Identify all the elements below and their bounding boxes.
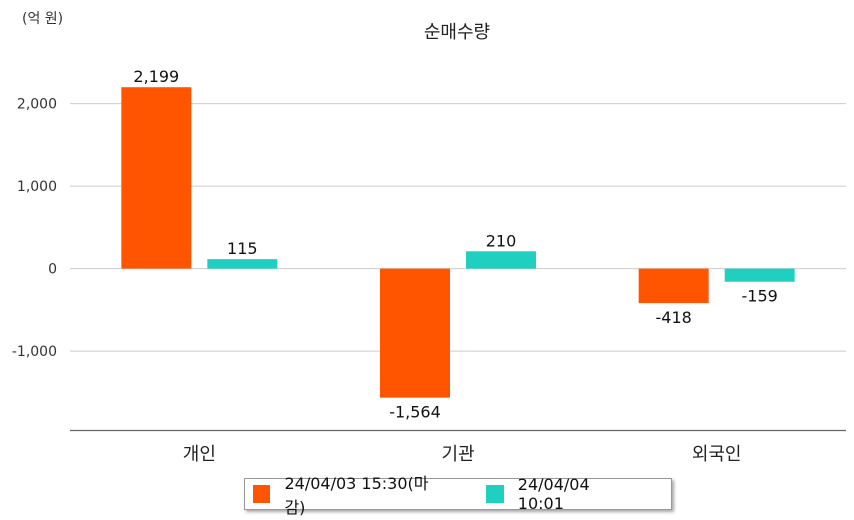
y-axis: 2,000 1,000 0 -1,000: [12, 97, 57, 361]
legend-label-series-1: 24/04/03 15:30(마감): [284, 474, 429, 517]
legend-item-series-1[interactable]: 24/04/03 15:30(마감): [253, 470, 444, 518]
data-label: -418: [656, 308, 692, 327]
bar-2-3: [724, 268, 795, 282]
x-axis: 개인 기관 외국인: [70, 429, 846, 465]
legend: 24/04/03 15:30(마감) 24/04/04 10:01: [244, 474, 672, 517]
legend-swatch-series-1: [253, 485, 271, 503]
x-tick-label: 개인: [183, 444, 216, 465]
y-tick-label: 1,000: [17, 179, 57, 195]
bar-chart: 2,000 1,000 0 -1,000 2,199 115 -1,564 210 -418 -…: [12, 67, 846, 465]
legend-item-series-2[interactable]: 24/04/04 10:01: [486, 475, 637, 513]
data-label: 2,199: [133, 67, 179, 86]
bar-1-3: [638, 268, 709, 304]
bar-1-2: [380, 268, 450, 398]
legend-label-series-2: 24/04/04 10:01: [517, 475, 590, 513]
y-tick-label: -1,000: [12, 344, 57, 360]
legend-swatch-series-2: [486, 485, 504, 503]
y-tick-label: 0: [48, 262, 57, 278]
data-label: -1,564: [389, 403, 441, 422]
y-tick-label: 2,000: [17, 97, 57, 113]
bar-2-2: [466, 251, 536, 269]
bar-1-1: [121, 87, 192, 269]
bar-2-1: [207, 259, 278, 269]
data-label: 210: [486, 231, 517, 250]
unit-label: (억 원): [22, 11, 64, 27]
bars: 2,199 115 -1,564 210 -418 -159: [121, 67, 795, 422]
chart-title: 순매수량: [423, 22, 491, 43]
data-label: 115: [227, 239, 258, 258]
data-label: -159: [742, 287, 778, 306]
x-tick-label: 외국인: [692, 444, 742, 465]
grid-lines: [70, 103, 846, 352]
x-tick-label: 기관: [441, 444, 474, 465]
